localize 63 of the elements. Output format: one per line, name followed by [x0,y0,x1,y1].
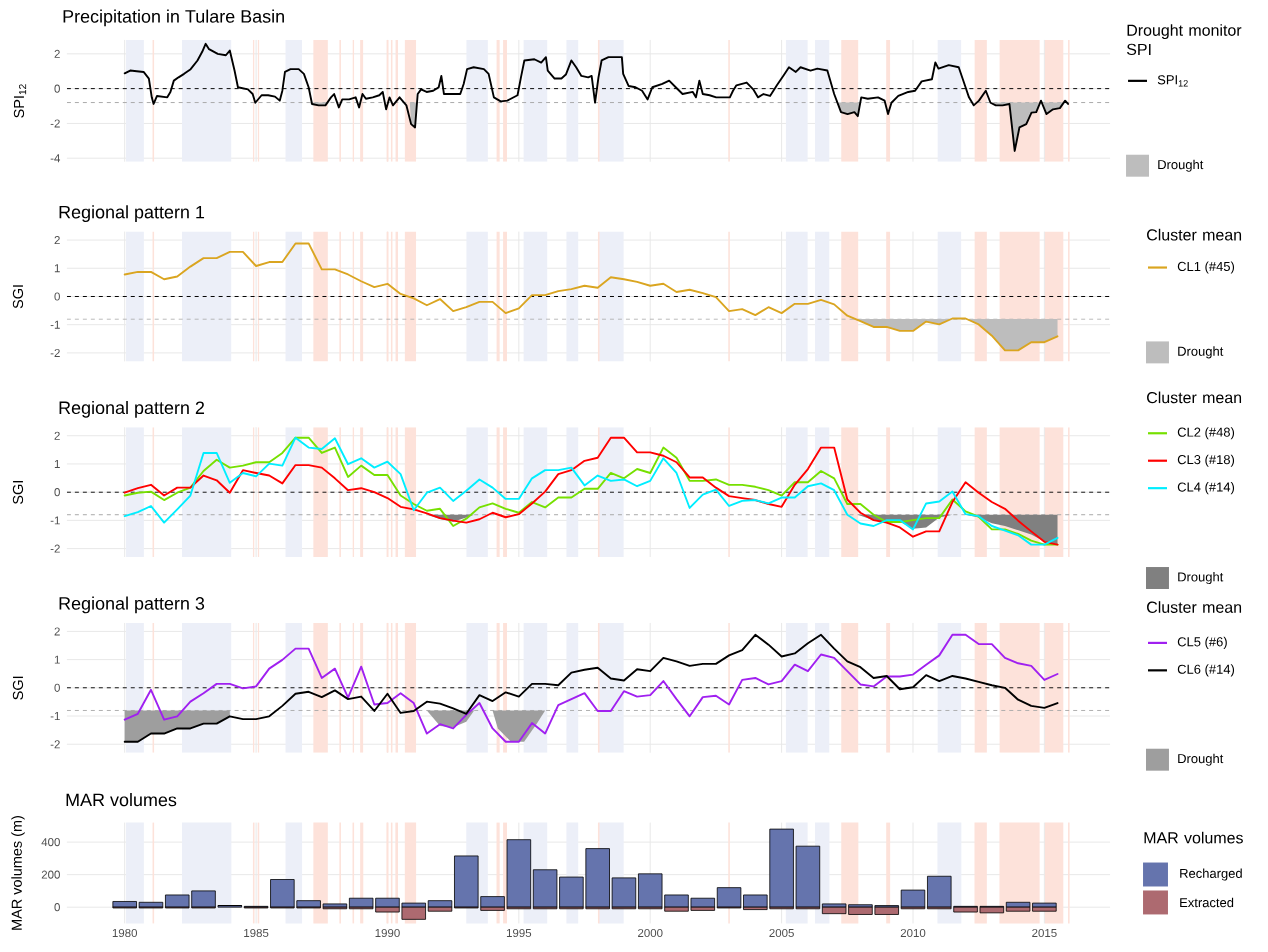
x-tick-label: 2015 [1032,928,1057,937]
y-tick-label: -2 [50,544,60,553]
y-tick-label: 0 [54,487,60,497]
legend-title: Drought monitor SPI [1126,23,1242,55]
y-tick-label: 2 [54,49,60,58]
y-tick-label: 0 [54,84,60,93]
legend-label: CL1 (#45) [1177,261,1235,274]
bar [900,889,926,908]
y-axis-title: SGI [12,480,24,504]
x-tick-label: 2000 [638,928,663,937]
chart-title: Regional pattern 1 [59,205,205,222]
y-tick-label: -2 [50,119,60,128]
y-tick-label: -1 [50,516,60,525]
y-tick-label: -2 [50,348,60,357]
legend-title: MAR volumes [1144,831,1243,844]
y-axis-title: SGI [12,676,24,700]
chart-title: Precipitation in Tulare Basin [63,9,284,27]
y-tick-label: 200 [41,870,60,879]
y-tick-label: 1 [54,264,60,273]
y-tick-label: 0 [54,902,60,912]
y-tick-label: 1 [54,459,60,468]
legend-label: CL5 (#6) [1177,636,1227,649]
y-axis-title: SGI [12,285,24,309]
y-tick-label: 0 [54,683,60,692]
legend-label: CL6 (#14) [1177,664,1235,677]
x-tick-label: 2010 [900,928,926,937]
line-series [123,436,1059,546]
x-tick-label: 2005 [769,928,794,937]
bar [427,900,453,908]
x-tick-label: 1985 [244,928,269,937]
y-tick-label: -1 [50,320,60,329]
y-tick-label: 2 [54,235,60,244]
legend-title: Cluster mean [1147,391,1242,404]
legend-label: Recharged [1180,868,1242,881]
y-tick-label: 2 [54,627,60,636]
x-tick-label: 1990 [375,928,400,937]
x-tick-label: 1995 [506,928,532,937]
legend-label: CL3 (#18) [1177,454,1235,467]
y-tick-label: 400 [41,837,60,846]
legend-label: Drought [1158,159,1204,172]
legend-label: Drought [1178,571,1224,584]
legend-label: CL4 (#14) [1177,481,1235,495]
legend-title: Cluster mean [1147,600,1242,613]
legend-label: Extracted [1180,897,1234,908]
x-tick-label: 1980 [112,928,138,937]
y-tick-label: 0 [54,292,60,301]
legend-label: CL2 (#48) [1177,427,1235,440]
chart-title: Regional pattern 3 [59,596,205,614]
line-series [123,242,1059,352]
y-tick-label: -1 [50,711,60,720]
legend-label: SPI$_{12}$ [1157,75,1188,87]
y-axis-title: SPI$_{12}$ [13,84,27,118]
y-tick-label: -2 [50,740,60,749]
legend-label: Drought [1178,346,1224,359]
legend-label: Drought [1178,753,1224,766]
y-tick-label: 2 [54,431,60,440]
y-tick-label: 1 [54,655,60,664]
chart-title: Regional pattern 2 [59,400,205,418]
y-axis-title: MAR volumes (m) [11,815,25,930]
bar [112,900,137,908]
chart-title: MAR volumes [66,792,177,807]
y-tick-label: -4 [50,154,61,162]
legend-title: Cluster mean [1147,228,1242,241]
